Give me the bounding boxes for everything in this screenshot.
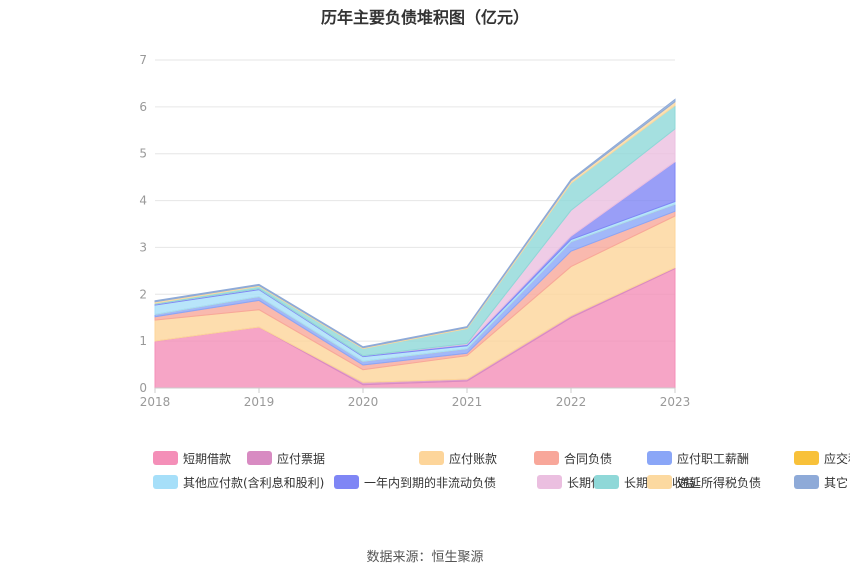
y-tick-label: 1 (139, 334, 147, 348)
source-label: 数据来源： (366, 550, 432, 565)
legend-item[interactable]: 应付职工薪酬 (647, 449, 749, 467)
legend-item[interactable]: 应付账款 (419, 449, 497, 467)
legend-swatch (647, 475, 672, 489)
legend-label: 应付职工薪酬 (677, 451, 750, 466)
legend-item[interactable]: 应交税费 (794, 449, 850, 467)
legend-item[interactable]: 递延所得税负债 (647, 473, 761, 491)
y-tick-label: 2 (139, 287, 147, 301)
stacked-area-chart: 0 1 2 3 4 5 6 7 2018 2019 2020 2021 2022 2023 (139, 53, 691, 409)
legend-label: 应付账款 (449, 451, 498, 466)
y-tick-label: 3 (139, 240, 147, 254)
y-tick-label: 7 (139, 53, 147, 67)
source-note: 数据来源：恒生聚源 (0, 546, 850, 565)
legend-item[interactable]: 短期借款 (153, 449, 231, 467)
legend-item[interactable]: 一年内到期的非流动负债 (334, 473, 496, 491)
legend-swatch (594, 475, 619, 489)
legend-swatch (647, 451, 672, 465)
x-tick-label: 2019 (244, 395, 275, 409)
legend-swatch (794, 451, 819, 465)
legend-swatch (419, 451, 444, 465)
legend-label: 应交税费 (824, 451, 850, 466)
legend-item[interactable]: 其它 (794, 473, 848, 491)
legend-swatch (247, 451, 272, 465)
y-tick-label: 4 (139, 194, 147, 208)
legend-label: 一年内到期的非流动负债 (364, 475, 497, 490)
x-tick-label: 2023 (660, 395, 691, 409)
legend-swatch (534, 451, 559, 465)
legend-label: 递延所得税负债 (677, 475, 762, 490)
legend-label: 其它 (824, 475, 849, 490)
y-tick-label: 5 (139, 147, 147, 161)
legend-swatch (794, 475, 819, 489)
x-tick-label: 2021 (452, 395, 483, 409)
y-axis-ticks: 0 1 2 3 4 5 6 7 (139, 53, 147, 395)
x-tick-label: 2020 (348, 395, 379, 409)
legend-label: 应付票据 (277, 451, 326, 466)
legend-item[interactable]: 其他应付款(含利息和股利) (153, 473, 324, 491)
legend-item[interactable]: 应付票据 (247, 449, 325, 467)
legend-label: 其他应付款(含利息和股利) (183, 475, 325, 490)
legend-swatch (153, 451, 178, 465)
area-series-11[interactable] (154, 98, 676, 349)
legend-swatch (334, 475, 359, 489)
source-name: 恒生聚源 (431, 550, 484, 565)
y-tick-label: 0 (139, 381, 147, 395)
x-tick-label: 2022 (556, 395, 587, 409)
x-axis-ticks: 2018 2019 2020 2021 2022 2023 (140, 388, 691, 409)
area-series-group (154, 98, 676, 389)
legend-item[interactable]: 合同负债 (534, 449, 612, 467)
chart-title: 历年主要负债堆积图（亿元） (320, 8, 529, 27)
legend-label: 合同负债 (564, 451, 613, 466)
legend-label: 短期借款 (183, 451, 232, 466)
y-tick-label: 6 (139, 100, 147, 114)
legend-swatch (153, 475, 178, 489)
legend-swatch (537, 475, 562, 489)
x-tick-label: 2018 (140, 395, 171, 409)
